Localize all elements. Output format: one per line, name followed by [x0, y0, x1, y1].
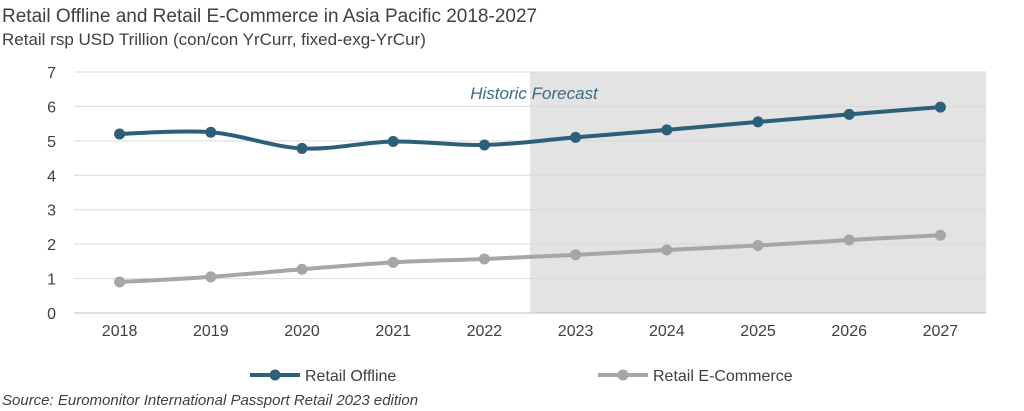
data-point — [934, 101, 946, 113]
x-tick-label: 2027 — [923, 323, 959, 340]
x-tick-label: 2023 — [558, 323, 594, 340]
series-line-0 — [117, 105, 943, 151]
y-tick-label: 7 — [47, 65, 56, 82]
forecast-band — [530, 72, 986, 313]
data-point — [752, 116, 764, 128]
series-layer — [114, 101, 946, 288]
chart-subtitle: Retail rsp USD Trillion (con/con YrCurr,… — [2, 30, 426, 49]
y-tick-label: 5 — [47, 134, 56, 151]
y-axis: 0 1 2 3 4 5 6 7 — [47, 65, 56, 323]
data-point — [934, 229, 946, 241]
data-point — [114, 276, 126, 288]
legend: Retail Offline Retail E-Commerce — [250, 368, 793, 385]
period-label: Historic Forecast — [470, 84, 599, 103]
y-tick-label: 4 — [47, 168, 56, 185]
data-point — [843, 108, 855, 120]
x-tick-label: 2025 — [740, 323, 776, 340]
data-point — [843, 234, 855, 246]
x-tick-label: 2024 — [649, 323, 685, 340]
data-point — [387, 136, 399, 148]
y-tick-label: 6 — [47, 99, 56, 116]
y-tick-label: 0 — [47, 306, 56, 323]
y-tick-label: 1 — [47, 272, 56, 289]
data-point — [478, 139, 490, 151]
source-note: Source: Euromonitor International Passpo… — [2, 392, 418, 409]
gridlines — [74, 71, 986, 314]
x-tick-label: 2021 — [375, 323, 411, 340]
legend-marker — [269, 369, 281, 381]
legend-label: Retail Offline — [305, 368, 396, 385]
x-tick-label: 2026 — [831, 323, 867, 340]
chart-title: Retail Offline and Retail E-Commerce in … — [2, 6, 537, 27]
data-point — [752, 240, 764, 252]
y-tick-label: 2 — [47, 237, 56, 254]
data-point — [661, 244, 673, 256]
data-point — [296, 263, 308, 275]
data-point — [387, 256, 399, 268]
x-axis: 2018 2019 2020 2021 2022 2023 2024 2025 2026 2027 — [102, 323, 958, 340]
data-point — [478, 253, 490, 265]
data-point — [205, 126, 217, 138]
data-point — [205, 271, 217, 283]
x-tick-label: 2020 — [284, 323, 320, 340]
x-tick-label: 2022 — [467, 323, 503, 340]
forecast-band-layer — [530, 72, 986, 313]
legend-label: Retail E-Commerce — [653, 368, 793, 385]
data-point — [296, 142, 308, 154]
y-tick-label: 3 — [47, 203, 56, 220]
data-point — [570, 131, 582, 143]
data-point — [661, 124, 673, 136]
legend-marker — [617, 369, 629, 381]
data-point — [570, 249, 582, 261]
x-tick-label: 2018 — [102, 323, 138, 340]
series-line-1 — [117, 233, 943, 285]
x-tick-label: 2019 — [193, 323, 229, 340]
data-point — [114, 128, 126, 140]
